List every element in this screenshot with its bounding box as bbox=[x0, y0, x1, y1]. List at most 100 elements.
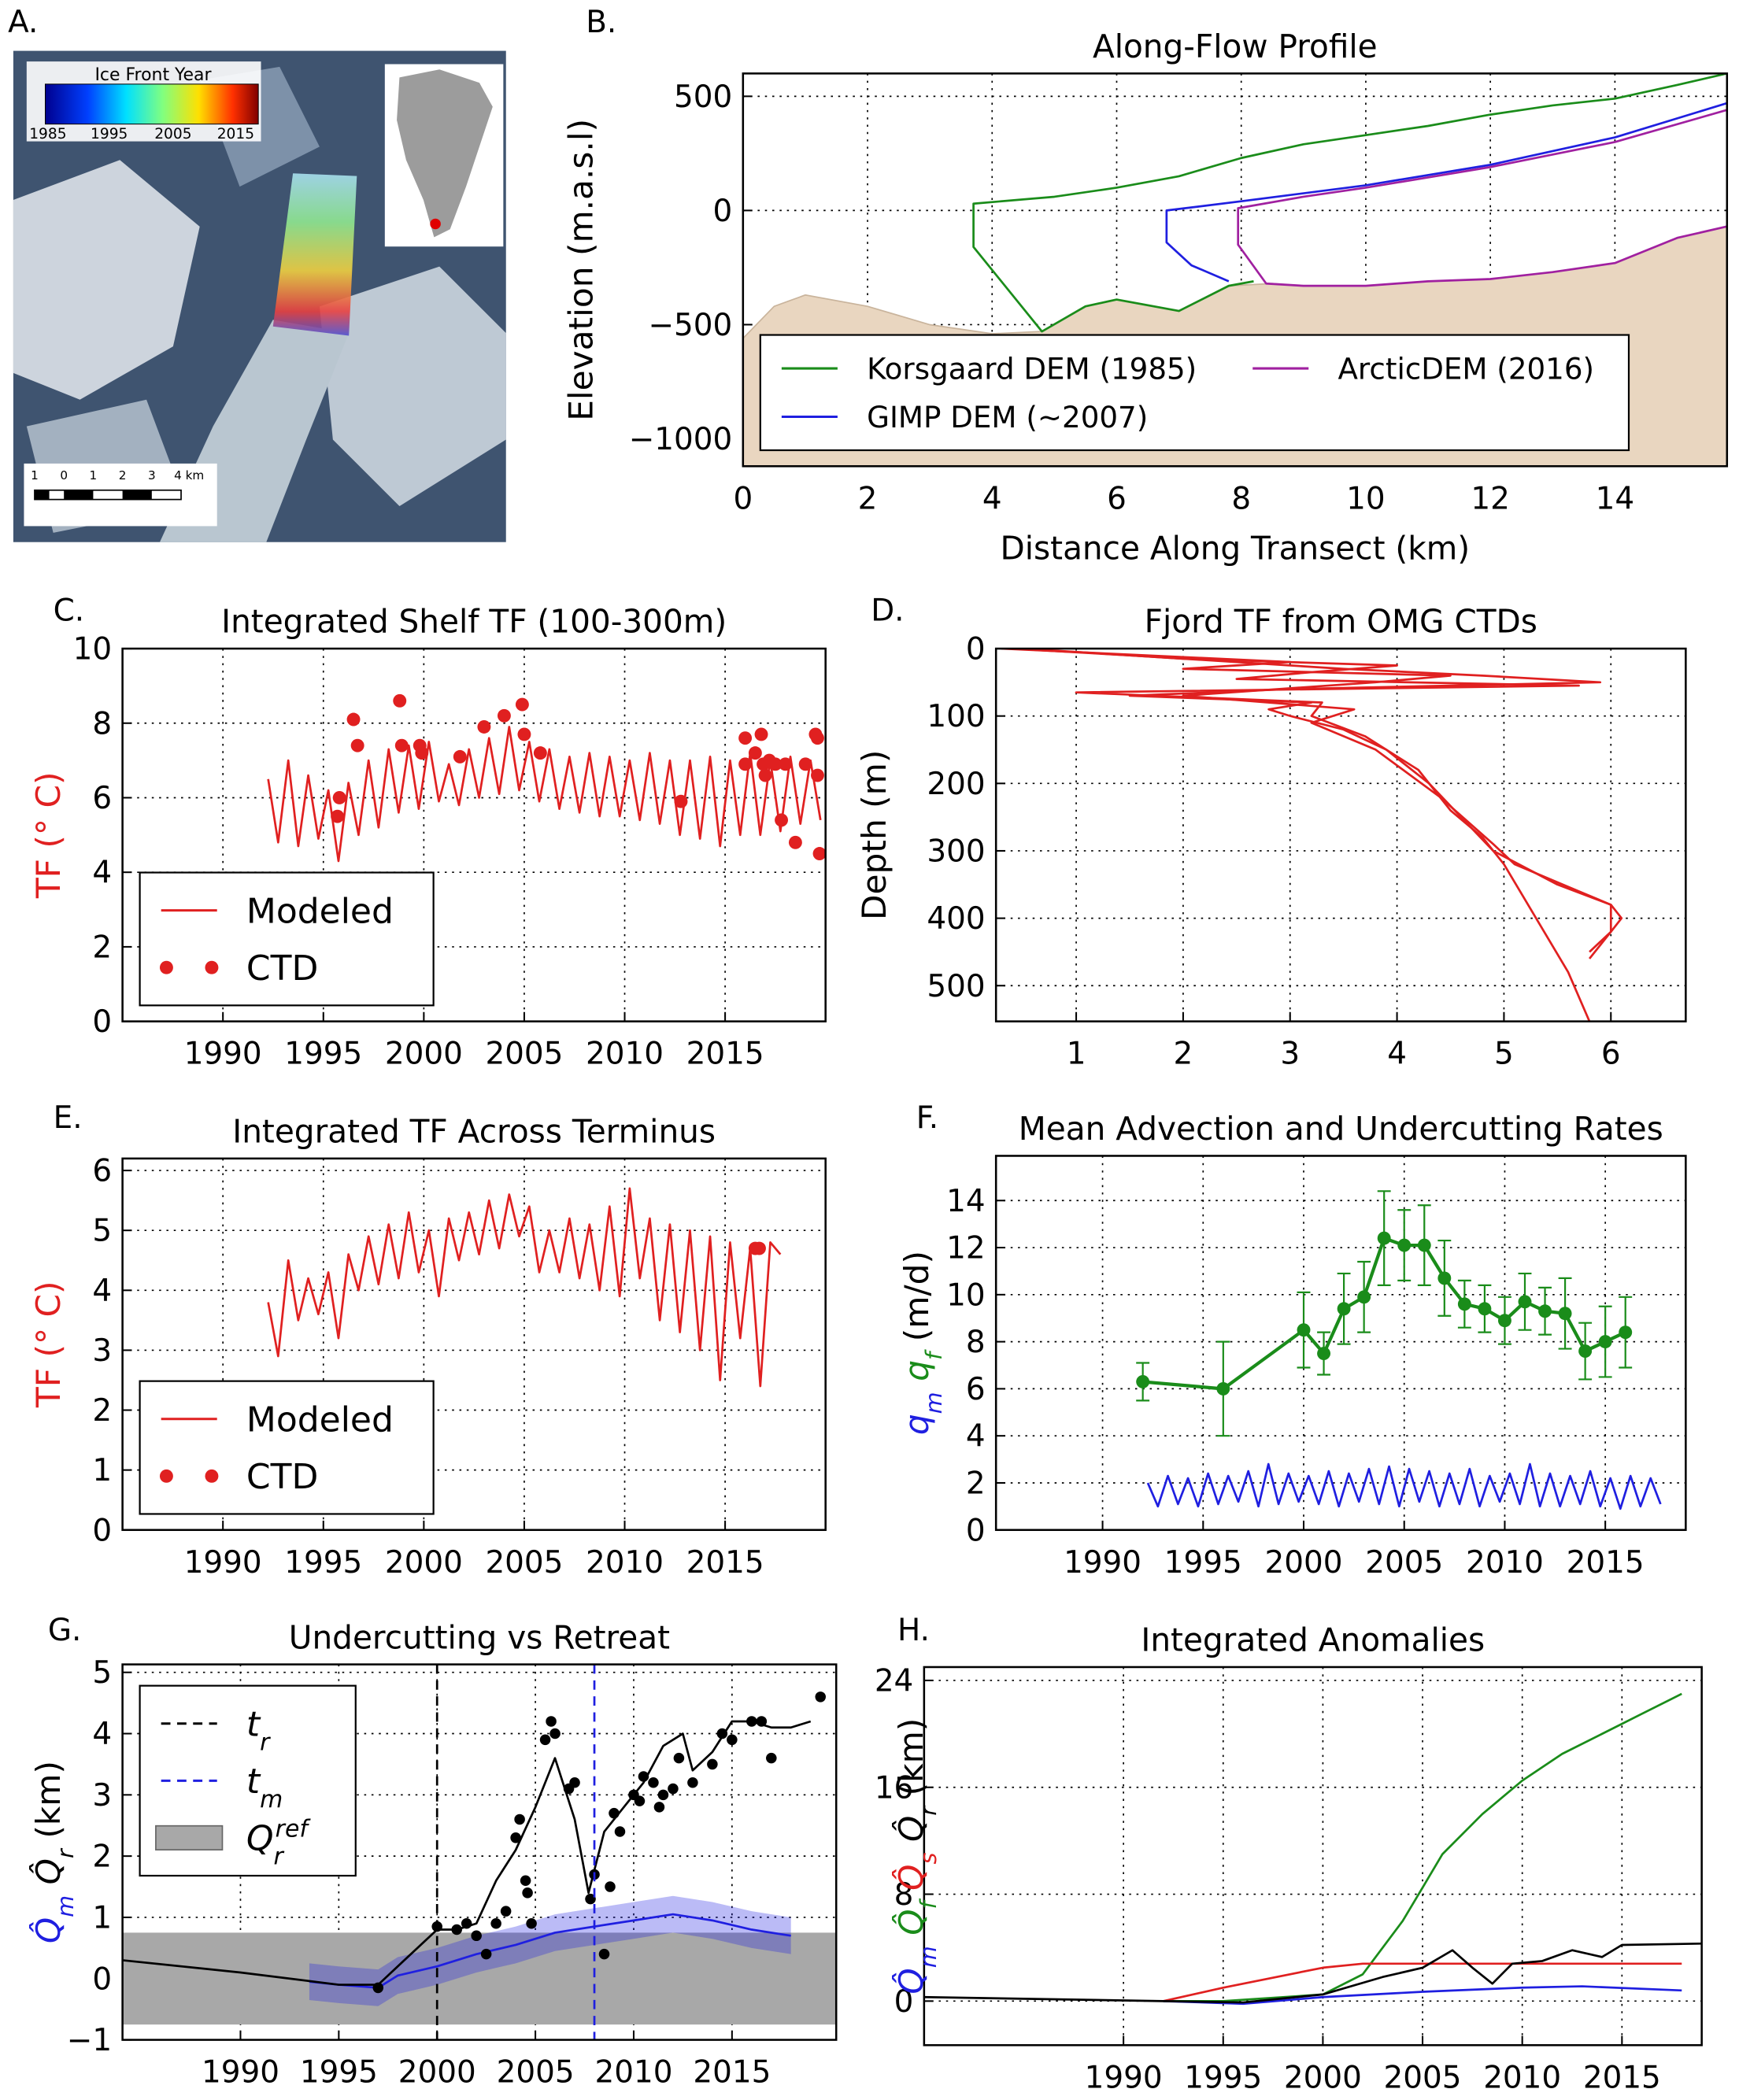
point bbox=[758, 768, 772, 782]
point bbox=[1417, 1238, 1431, 1252]
point bbox=[634, 1795, 646, 1806]
legend-swatch bbox=[205, 1469, 219, 1483]
y-axis-label-sub: r bbox=[915, 1805, 942, 1816]
scalebar-label: 0 bbox=[60, 468, 68, 482]
y-tick-label: 0 bbox=[894, 1984, 914, 2020]
plot-frame bbox=[121, 647, 827, 1022]
point bbox=[517, 727, 531, 741]
snow bbox=[319, 266, 506, 507]
x-tick-label: 1 bbox=[1067, 1037, 1086, 1072]
scalebar-label: 4 km bbox=[174, 468, 204, 482]
y-tick-label: 24 bbox=[875, 1663, 914, 1699]
plot-frame bbox=[742, 72, 1729, 468]
colorbar-tick: 1985 bbox=[29, 126, 66, 142]
point bbox=[471, 1930, 482, 1942]
point bbox=[738, 757, 753, 771]
point bbox=[614, 1826, 626, 1837]
point bbox=[1558, 1307, 1572, 1321]
legend-label-part: Q bbox=[246, 1819, 274, 1859]
plot-area bbox=[267, 1187, 782, 1388]
legend-swatch bbox=[159, 960, 173, 974]
point bbox=[533, 746, 547, 760]
point bbox=[1377, 1231, 1391, 1245]
legend-label-sup: ref bbox=[276, 1815, 312, 1843]
point bbox=[585, 1893, 596, 1905]
x-tick-label: 2015 bbox=[686, 1545, 764, 1581]
y-axis-label-part: q bbox=[897, 1360, 936, 1381]
legend-label-sub: r bbox=[260, 1728, 271, 1756]
scalebar-label: 1 bbox=[90, 468, 98, 482]
y-tick-label: 2 bbox=[92, 930, 112, 965]
y-axis-label-sub: m bbox=[920, 1392, 947, 1414]
scalebar-label: 3 bbox=[148, 468, 156, 482]
point bbox=[1619, 1325, 1633, 1340]
chart-title: Undercutting vs Retreat bbox=[289, 1618, 670, 1656]
point bbox=[605, 1881, 616, 1892]
chart-title: Along-Flow Profile bbox=[1093, 28, 1378, 65]
plot-area bbox=[122, 1664, 837, 2040]
y-tick-label: 8 bbox=[92, 706, 112, 741]
point bbox=[461, 1917, 472, 1929]
y-tick-label: 1 bbox=[92, 1900, 112, 1935]
point bbox=[515, 697, 529, 712]
panel-label: B. bbox=[586, 5, 616, 40]
point bbox=[453, 749, 467, 763]
panel-label: F. bbox=[916, 1100, 938, 1136]
point bbox=[748, 746, 762, 760]
y-tick-label: 100 bbox=[927, 699, 985, 734]
panel-label: G. bbox=[48, 1613, 82, 1648]
point bbox=[746, 1716, 757, 1727]
point bbox=[798, 757, 812, 771]
point bbox=[546, 1716, 557, 1727]
plot-frame bbox=[121, 1663, 838, 2041]
plot-frame bbox=[923, 1666, 1703, 2046]
plot-frame bbox=[121, 1157, 827, 1532]
point bbox=[707, 1758, 718, 1770]
plot-frame bbox=[994, 647, 1687, 1022]
y-axis-label-part: Q̂ bbox=[891, 1816, 931, 1842]
point bbox=[609, 1807, 620, 1819]
line bbox=[267, 726, 822, 863]
plot-area bbox=[267, 693, 826, 863]
y-tick-label: 400 bbox=[927, 901, 985, 937]
legend-label-part: t bbox=[246, 1705, 261, 1745]
plot-area bbox=[1136, 1190, 1662, 1510]
y-tick-label: 12 bbox=[946, 1231, 986, 1266]
point bbox=[1357, 1290, 1371, 1304]
point bbox=[480, 1948, 492, 1960]
y-tick-label: 4 bbox=[966, 1419, 986, 1455]
y-tick-label: −1000 bbox=[629, 422, 733, 457]
y-tick-label: 8 bbox=[894, 1877, 914, 1913]
legend-label: GIMP DEM (~2007) bbox=[867, 400, 1148, 434]
scalebar-label: 1 bbox=[31, 468, 39, 482]
point bbox=[668, 1783, 679, 1795]
x-tick-label: 1995 bbox=[1184, 2060, 1262, 2095]
point bbox=[350, 738, 364, 752]
x-tick-label: 2 bbox=[858, 481, 878, 516]
chart-title: Integrated Shelf TF (100-300m) bbox=[221, 603, 727, 641]
line bbox=[1023, 649, 1591, 1022]
point bbox=[598, 1948, 610, 1960]
point bbox=[1598, 1335, 1612, 1349]
point bbox=[754, 727, 768, 741]
x-tick-label: 1995 bbox=[284, 1037, 362, 1072]
point bbox=[549, 1728, 561, 1740]
y-tick-label: 500 bbox=[927, 969, 985, 1004]
y-axis-label: Elevation (m.a.s.l) bbox=[562, 119, 601, 421]
legend-swatch bbox=[159, 1469, 173, 1483]
point bbox=[451, 1924, 462, 1935]
y-axis-label-sub: m bbox=[915, 1946, 942, 1968]
y-tick-label: 5 bbox=[92, 1214, 112, 1249]
x-tick-label: 2005 bbox=[485, 1037, 563, 1072]
scalebar-segment bbox=[34, 490, 50, 500]
y-axis-label: qmqf(m/d) bbox=[897, 1251, 947, 1435]
panel-label: E. bbox=[54, 1100, 83, 1136]
point bbox=[520, 1875, 531, 1887]
colorbar-title: Ice Front Year bbox=[94, 65, 212, 85]
x-tick-label: 2015 bbox=[1583, 2060, 1661, 2095]
legend-label: Modeled bbox=[246, 1400, 394, 1440]
chart-title: Fjord TF from OMG CTDs bbox=[1145, 603, 1537, 641]
plot-frame bbox=[994, 1155, 1687, 1532]
y-axis-label: TF (° C) bbox=[29, 772, 68, 900]
scalebar bbox=[34, 489, 182, 501]
